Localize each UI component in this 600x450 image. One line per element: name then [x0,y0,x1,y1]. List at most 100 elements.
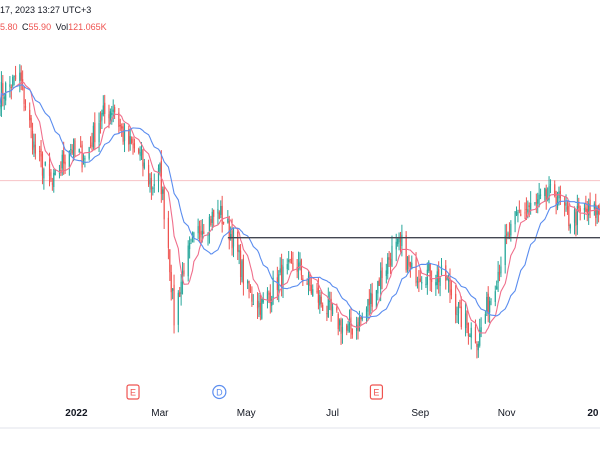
candle [241,259,243,283]
candle-body [98,122,100,143]
candle-body [469,335,471,337]
candle-body [220,206,222,215]
candle [457,301,460,325]
candle-body [82,163,85,165]
candle-body [133,143,136,149]
candle [510,220,512,242]
candle [129,128,131,151]
candle-body [189,243,191,250]
candle-body [377,281,379,294]
candle-body [426,269,428,285]
candle [282,258,284,299]
candle [356,316,358,340]
candle-body [347,324,349,331]
candle-body [121,126,123,129]
candle-body [537,199,539,204]
candle [82,154,85,165]
candle-body [217,209,219,214]
earnings-marker[interactable]: E [126,384,140,400]
candle [118,108,120,134]
dividend-marker[interactable]: D [212,384,227,400]
candle [506,223,508,245]
candle [41,151,44,185]
candle [339,318,341,332]
candle [341,318,344,344]
candle-body [153,184,155,186]
candle-body [565,202,567,206]
candle-body [457,304,460,314]
candle-body [193,232,195,239]
candle-body [395,241,397,250]
candle-body [114,107,116,113]
candle-body [159,163,161,172]
candle [179,286,181,298]
candle [279,257,281,276]
candle-body [534,202,536,204]
candle-body [230,233,232,239]
candle-body [456,314,458,316]
candle [22,70,24,91]
candle [480,317,482,338]
candle-body [564,202,566,206]
candle-body [258,301,260,308]
candle-body [586,208,588,214]
candle-body [119,124,121,127]
candle [142,148,144,177]
x-tick-label: Sep [411,408,429,419]
candle-body [399,236,402,243]
candle-body [408,255,410,266]
earnings-marker-shape [369,384,384,400]
candle-body [573,209,576,223]
candle [53,168,55,193]
candle [40,139,42,168]
candle [221,195,223,233]
candle [150,172,153,200]
candle-body [425,283,427,286]
candle [217,199,219,225]
candle [91,132,93,151]
candle [131,136,133,145]
candle [222,221,225,225]
candle-body [24,106,27,108]
candle-body [435,282,437,286]
candle-body [494,291,496,302]
candle [50,168,52,183]
candle [537,192,539,214]
candle-body [290,257,293,264]
candle [123,123,126,153]
candle-body [22,79,24,84]
candle-body [279,268,281,273]
candle-body [208,216,211,236]
candle [426,262,428,295]
candle-body [487,293,489,314]
candle-body [477,343,479,351]
candle-body [278,274,280,291]
candle [346,323,348,336]
candle-body [490,298,492,300]
candle [278,270,280,303]
candle [10,84,12,100]
candle [198,220,201,242]
candle [578,197,580,212]
earnings-marker[interactable]: E [369,384,384,400]
candle [515,206,518,217]
candle-body [319,295,321,306]
candle-body [506,233,508,236]
candle [517,209,519,223]
candle-body [252,304,254,306]
candle [337,312,339,336]
candle [312,284,314,297]
candle-body [397,238,399,245]
candle-body [78,149,80,153]
candle-body [173,284,175,326]
candle-body [508,233,511,238]
candle [464,303,467,337]
candle [189,236,191,259]
candle-body [222,221,225,224]
candle [319,290,321,314]
candle-body [99,120,102,123]
candle [534,202,536,206]
candle-body [191,236,194,239]
